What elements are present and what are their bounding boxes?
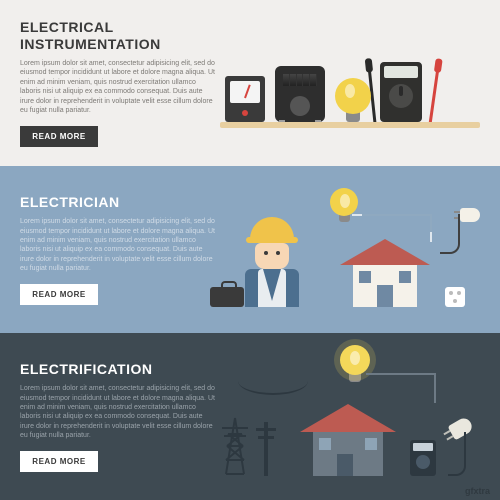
banner-electrification: ELECTRIFICATION Lorem ipsum dolor sit am… (0, 333, 500, 500)
power-line-icon (238, 381, 308, 395)
banner-electrician: ELECTRICIAN Lorem ipsum dolor sit amet, … (0, 166, 500, 333)
electrician-icon (240, 217, 304, 307)
read-more-button[interactable]: READ MORE (20, 284, 98, 305)
text-block: ELECTRICIAN Lorem ipsum dolor sit amet, … (20, 184, 220, 315)
read-more-button[interactable]: READ MORE (20, 126, 98, 147)
banner-description: Lorem ipsum dolor sit amet, consectetur … (20, 384, 215, 441)
multimeter-icon (410, 440, 436, 476)
cord-icon (448, 432, 466, 476)
watermark: gfxtra (465, 486, 490, 496)
text-block: ELECTRIFICATION Lorem ipsum dolor sit am… (20, 351, 220, 482)
lightbulb-icon (335, 78, 371, 122)
ammeter-icon (225, 76, 265, 122)
multimeter-icon (380, 62, 422, 122)
cord-icon (440, 214, 460, 254)
utility-pole-icon (264, 422, 268, 476)
plug-icon (460, 208, 480, 222)
shelf-icon (220, 122, 480, 128)
house-icon (340, 239, 430, 307)
illustration-electrification (220, 351, 480, 482)
read-more-button[interactable]: READ MORE (20, 451, 98, 472)
banner-instrumentation: ELECTRICAL INSTRUMENTATION Lorem ipsum d… (0, 0, 500, 166)
banner-description: Lorem ipsum dolor sit amet, consectetur … (20, 217, 215, 274)
outlet-icon (445, 287, 465, 307)
banner-title: ELECTRIFICATION (20, 361, 220, 378)
wire-icon (362, 214, 432, 232)
transmission-tower-icon (220, 416, 250, 476)
banner-title: ELECTRICIAN (20, 194, 220, 211)
banner-description: Lorem ipsum dolor sit amet, consectetur … (20, 59, 215, 116)
illustration-electrician (220, 184, 480, 315)
banner-title: ELECTRICAL INSTRUMENTATION (20, 19, 220, 53)
wire-icon (366, 373, 436, 403)
illustration-instrumentation (220, 18, 480, 148)
house-icon (300, 404, 396, 476)
energy-meter-icon (275, 66, 325, 122)
probe-red-icon (428, 68, 439, 128)
text-block: ELECTRICAL INSTRUMENTATION Lorem ipsum d… (20, 18, 220, 148)
